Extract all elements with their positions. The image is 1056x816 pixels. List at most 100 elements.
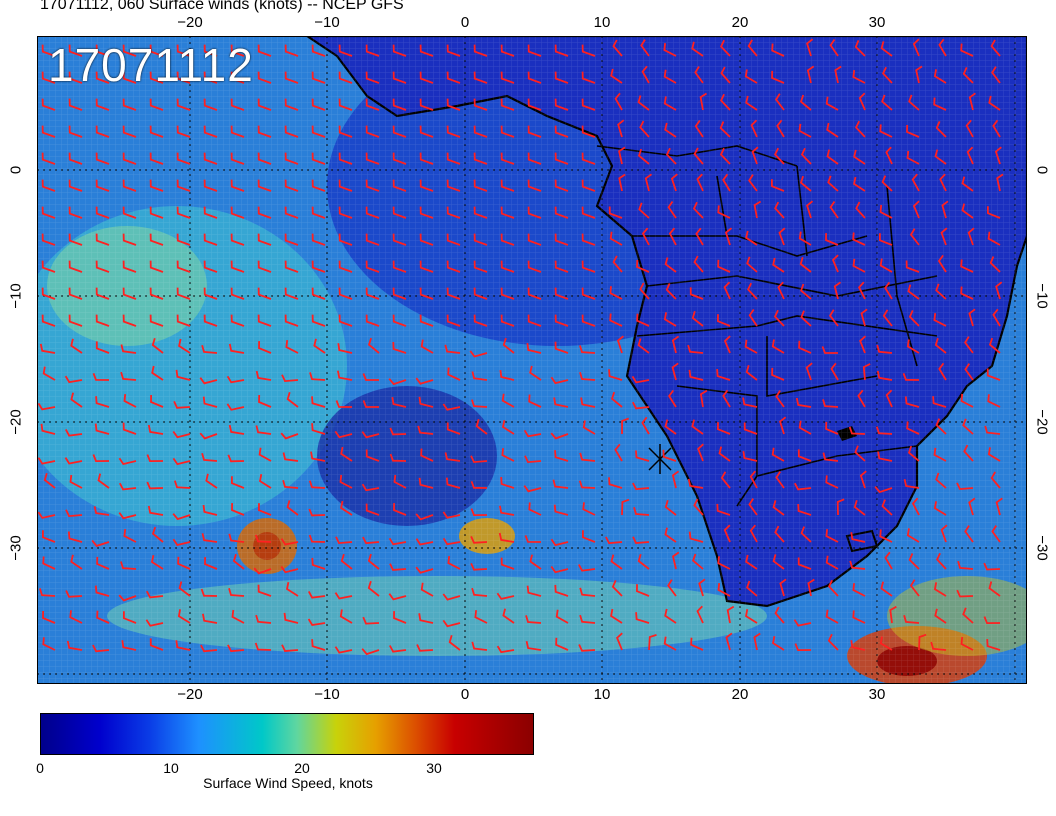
wind-barb [528,394,542,408]
wind-barb [821,346,838,354]
wind-barb [227,454,245,463]
wind-barb [203,287,218,300]
wind-barb [40,423,56,435]
wind-barb [41,125,56,138]
wind-barb [178,581,191,597]
wind-barb [284,206,299,219]
wind-barb [648,634,657,651]
wind-barb [149,233,164,246]
wind-barb [889,605,897,624]
wind-barb [771,447,785,462]
wind-barb [203,125,218,138]
wind-barb [311,557,326,570]
wind-barb [554,233,569,246]
wind-barb [771,179,785,192]
wind-barb [362,536,380,545]
wind-barb [473,98,488,111]
wind-barb [580,397,596,408]
wind-barb [92,372,110,381]
wind-barb [849,560,866,570]
wind-barb [960,393,974,408]
wind-barb [663,636,677,651]
wind-barb [984,425,1001,435]
wind-barb [691,419,704,435]
wind-barb [581,314,596,327]
wind-barb [523,429,542,438]
wind-barb [122,44,137,57]
wind-barb [149,287,164,300]
wind-barb [95,179,110,192]
wind-barb [392,152,407,165]
wind-barb [257,98,272,111]
wind-barb [852,69,866,84]
wind-barb [311,233,326,246]
wind-barb [938,362,947,381]
wind-barb [41,152,56,165]
wind-barb [365,152,380,165]
wind-barb [365,449,380,462]
wind-barb [151,526,164,543]
wind-barb [176,260,191,273]
wind-barb [284,179,299,192]
wind-barb [641,227,650,246]
wind-barb [68,98,83,111]
wind-barb [777,281,785,300]
wind-barb [554,260,569,273]
wind-barb [419,206,434,219]
wind-barb [527,152,542,165]
wind-barb [751,146,759,165]
wind-barb [41,98,56,111]
wind-barb [723,335,731,354]
wind-barb [829,38,839,57]
wind-barb [578,644,596,652]
wind-barb [696,605,704,624]
wind-barb [203,314,218,327]
lon-label-top: 0 [460,14,470,31]
wind-barb [825,96,839,111]
wind-barb [230,125,245,138]
wind-barb [529,554,542,570]
wind-barb [365,179,380,192]
colorbar-label: 0 [36,760,44,776]
wind-barb [283,612,299,624]
wind-barb [747,39,758,57]
wind-barb [334,430,353,439]
wind-barb [445,477,461,489]
wind-barb [95,125,110,138]
wind-barb [41,206,56,219]
wind-barb [748,174,758,192]
wind-barb [151,338,164,354]
wind-barb [554,71,569,84]
wind-barb [282,479,299,489]
wind-barb [442,511,461,519]
wind-barb [664,257,677,273]
wind-barb [859,335,867,354]
wind-barb [743,422,758,435]
wind-barb [393,503,407,516]
wind-barb [311,314,326,327]
wind-barb [581,152,596,165]
wind-barb [41,233,56,246]
wind-barb [612,39,623,57]
wind-barb [529,365,542,381]
wind-barb [42,530,56,543]
wind-barb [933,97,947,111]
wind-barb [230,71,245,84]
wind-barb [992,308,1001,327]
wind-barb [201,452,218,462]
wind-barb [555,637,569,651]
wind-barb [749,524,758,543]
wind-barb [794,482,812,491]
wind-map [37,36,1027,684]
wind-barb [671,362,679,381]
wind-barb [827,633,839,651]
wind-barb [176,179,191,192]
wind-barb [906,150,920,165]
wind-barb [339,609,353,624]
wind-barb [337,370,353,381]
wind-barb [937,254,947,273]
wind-barb [941,200,949,219]
wind-barb [526,585,542,597]
wind-barb [719,147,731,165]
wind-barb [581,98,596,111]
